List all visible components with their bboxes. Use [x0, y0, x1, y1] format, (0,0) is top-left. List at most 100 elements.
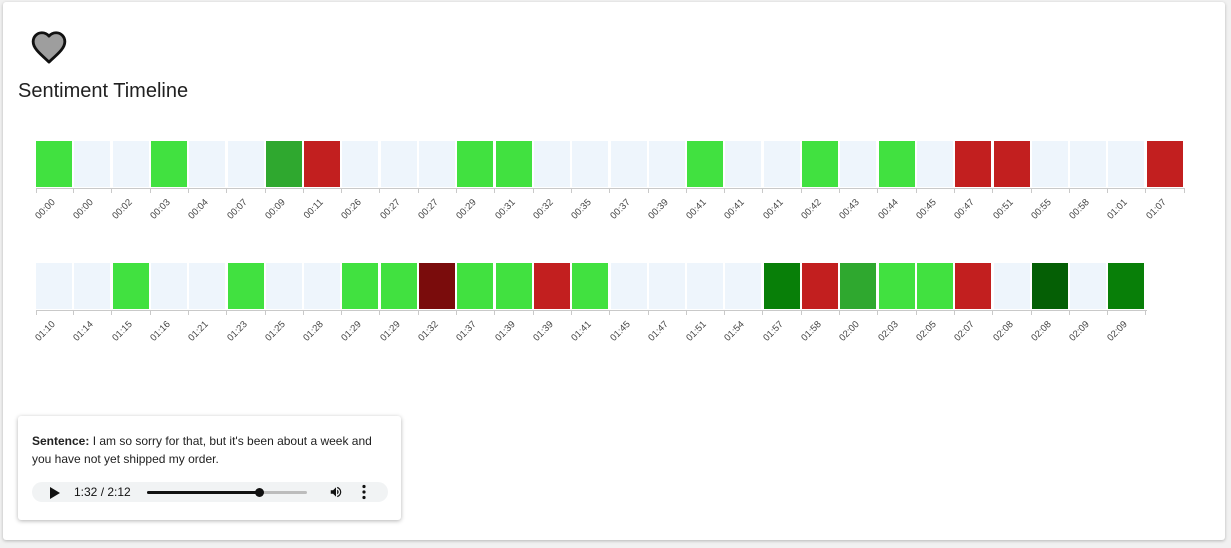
volume-icon[interactable]	[328, 485, 344, 499]
sentiment-block-very-positive[interactable]	[1108, 263, 1145, 309]
sentiment-block-neutral[interactable]	[36, 263, 72, 309]
timeline-segment[interactable]: 00:51	[991, 139, 1032, 229]
sentiment-block-neutral[interactable]	[648, 141, 685, 187]
sentiment-block-positive[interactable]	[878, 263, 915, 309]
timeline-segment[interactable]: 00:31	[493, 139, 534, 229]
sentiment-block-neutral[interactable]	[533, 141, 570, 187]
sentiment-block-positive[interactable]	[227, 263, 264, 309]
timeline-segment[interactable]: 01:23	[225, 261, 266, 351]
sentiment-block-neutral[interactable]	[916, 141, 953, 187]
timeline-segment[interactable]: 01:14	[71, 261, 113, 351]
sentiment-block-neutral[interactable]	[993, 263, 1030, 309]
timeline-segment[interactable]: 01:01	[1106, 139, 1147, 229]
sentiment-block-neutral[interactable]	[763, 141, 800, 187]
sentiment-block-neutral[interactable]	[648, 263, 685, 309]
timeline-segment[interactable]: 00:02	[110, 139, 151, 229]
sentiment-block-neutral[interactable]	[572, 141, 609, 187]
sentiment-block-positive[interactable]	[150, 141, 187, 187]
timeline-segment[interactable]: 00:45	[914, 139, 955, 229]
sentiment-block-positive[interactable]	[342, 263, 379, 309]
timeline-segment[interactable]: 00:27	[378, 139, 419, 229]
sentiment-block-positive[interactable]	[495, 141, 532, 187]
timeline-segment[interactable]: 01:10	[33, 261, 74, 351]
timeline-segment[interactable]: 00:27	[416, 139, 457, 229]
play-icon[interactable]	[50, 487, 60, 499]
timeline-segment[interactable]: 02:00	[837, 261, 879, 351]
timeline-segment[interactable]: 02:03	[876, 261, 917, 351]
seek-slider-thumb[interactable]	[254, 488, 264, 497]
timeline-segment[interactable]: 00:41	[761, 139, 802, 229]
sentiment-block-negative[interactable]	[955, 263, 992, 309]
sentiment-block-positive[interactable]	[380, 263, 417, 309]
sentiment-block-extreme-positive[interactable]	[1031, 263, 1068, 309]
seek-slider[interactable]	[147, 488, 307, 497]
sentiment-block-negative[interactable]	[533, 263, 570, 309]
sentiment-block-neutral[interactable]	[419, 141, 455, 187]
timeline-segment[interactable]: 00:35	[569, 139, 611, 229]
timeline-segment[interactable]: 01:28	[301, 261, 343, 351]
sentiment-block-negative[interactable]	[993, 141, 1030, 187]
timeline-segment[interactable]: 01:58	[799, 261, 840, 351]
sentiment-block-negative[interactable]	[802, 263, 838, 309]
timeline-segment[interactable]: 00:00	[71, 139, 113, 229]
sentiment-block-neutral[interactable]	[74, 141, 111, 187]
more-vert-icon[interactable]	[360, 484, 368, 500]
sentiment-block-positive[interactable]	[112, 263, 149, 309]
sentiment-block-neutral[interactable]	[150, 263, 187, 309]
sentiment-block-neutral[interactable]	[189, 263, 226, 309]
timeline-segment[interactable]: 00:55	[1029, 139, 1070, 229]
sentiment-block-positive[interactable]	[916, 263, 953, 309]
timeline-segment[interactable]: 02:09	[1106, 261, 1147, 351]
timeline-segment[interactable]: 00:29	[454, 139, 496, 229]
sentiment-block-neutral[interactable]	[342, 141, 379, 187]
sentiment-block-neutral[interactable]	[189, 141, 226, 187]
sentiment-block-neutral[interactable]	[610, 141, 647, 187]
sentiment-block-very-positive[interactable]	[763, 263, 800, 309]
timeline-segment[interactable]: 01:25	[263, 261, 304, 351]
sentiment-block-negative[interactable]	[304, 141, 341, 187]
timeline-segment[interactable]: 00:11	[302, 139, 343, 229]
sentiment-block-positive[interactable]	[495, 263, 532, 309]
timeline-segment[interactable]: 00:44	[876, 139, 917, 229]
timeline-segment[interactable]: 00:41	[684, 139, 726, 229]
timeline-segment[interactable]: 01:39	[493, 261, 534, 351]
timeline-segment[interactable]: 02:05	[914, 261, 955, 351]
sentiment-block-strong-positive[interactable]	[840, 263, 877, 309]
timeline-segment[interactable]: 01:37	[454, 261, 496, 351]
timeline-segment[interactable]: 00:42	[799, 139, 840, 229]
timeline-segment[interactable]: 01:39	[531, 261, 572, 351]
timeline-segment[interactable]: 02:09	[1067, 261, 1109, 351]
timeline-segment[interactable]: 01:51	[684, 261, 726, 351]
timeline-segment[interactable]: 01:32	[416, 261, 457, 351]
sentiment-block-neutral[interactable]	[1108, 141, 1145, 187]
sentiment-block-strong-positive[interactable]	[265, 141, 302, 187]
timeline-segment[interactable]: 01:29	[378, 261, 419, 351]
sentiment-block-neutral[interactable]	[687, 263, 724, 309]
timeline-segment[interactable]: 01:15	[110, 261, 151, 351]
sentiment-block-positive[interactable]	[802, 141, 838, 187]
timeline-segment[interactable]: 00:32	[531, 139, 572, 229]
sentiment-block-neutral[interactable]	[725, 263, 762, 309]
sentiment-block-positive[interactable]	[687, 141, 724, 187]
timeline-segment[interactable]: 01:16	[148, 261, 189, 351]
timeline-segment[interactable]: 00:58	[1067, 139, 1109, 229]
timeline-segment[interactable]: 00:47	[952, 139, 994, 229]
sentiment-block-neutral[interactable]	[1070, 141, 1107, 187]
timeline-segment[interactable]: 02:08	[991, 261, 1032, 351]
timeline-segment[interactable]: 01:29	[340, 261, 381, 351]
sentiment-block-neutral[interactable]	[1031, 141, 1068, 187]
timeline-segment[interactable]: 01:07	[1144, 139, 1185, 229]
timeline-segment[interactable]: 00:04	[186, 139, 228, 229]
sentiment-block-neutral[interactable]	[1070, 263, 1107, 309]
sentiment-block-positive[interactable]	[878, 141, 915, 187]
sentiment-block-neutral[interactable]	[725, 141, 762, 187]
timeline-segment[interactable]: 01:41	[569, 261, 611, 351]
timeline-segment[interactable]: 00:09	[263, 139, 304, 229]
sentiment-block-neutral[interactable]	[74, 263, 111, 309]
sentiment-block-positive[interactable]	[457, 263, 494, 309]
sentiment-block-neutral[interactable]	[304, 263, 341, 309]
sentiment-block-neutral[interactable]	[380, 141, 417, 187]
timeline-segment[interactable]: 00:00	[33, 139, 74, 229]
timeline-segment[interactable]: 00:37	[608, 139, 649, 229]
sentiment-block-positive[interactable]	[572, 263, 609, 309]
